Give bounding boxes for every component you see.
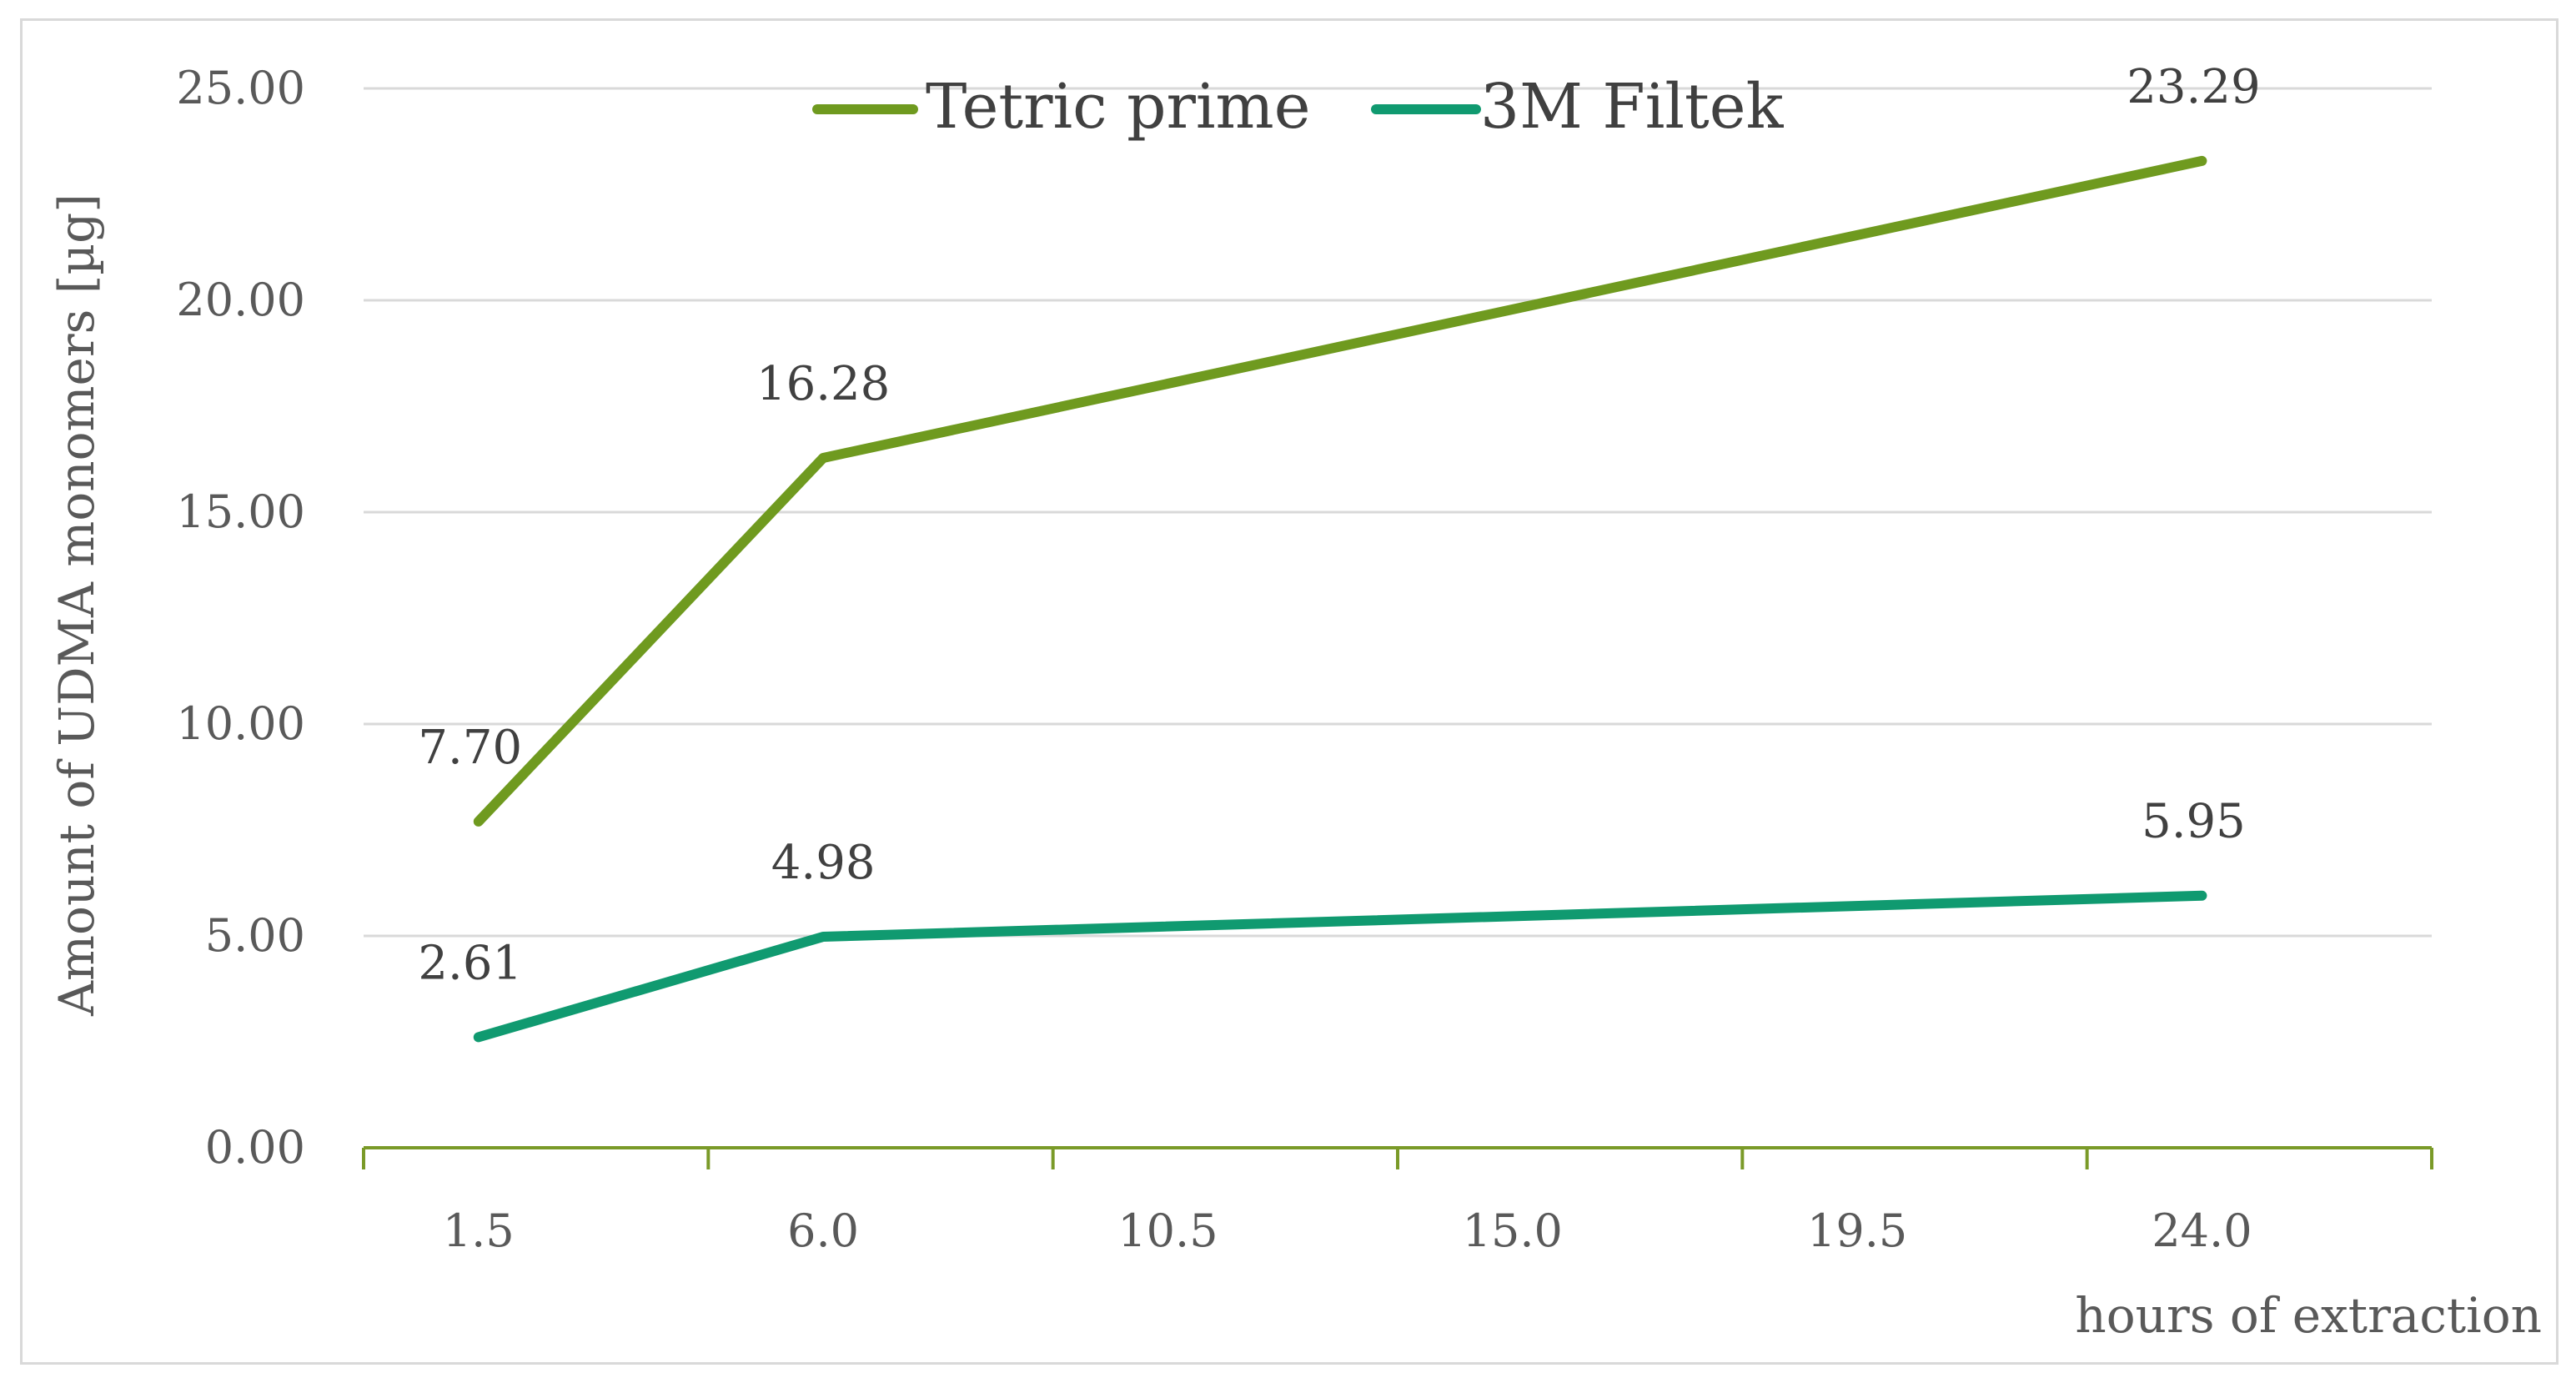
data-point-3m-filtek [821, 935, 826, 939]
data-point-tetric-prime [821, 455, 826, 460]
data-label-3m-filtek: 2.61 [418, 936, 522, 990]
legend-label-tetric-prime: Tetric prime [926, 71, 1311, 143]
legend: Tetric prime 3M Filtek [812, 71, 1785, 143]
data-label-3m-filtek: 4.98 [771, 836, 876, 890]
x-tick-label: 10.5 [1117, 1204, 1218, 1257]
series-layer [473, 155, 2207, 1043]
series-line-tetric-prime [473, 155, 2207, 827]
x-tick-label: 24.0 [2152, 1204, 2252, 1257]
y-tick-label: 20.00 [176, 274, 305, 326]
data-label-tetric-prime: 16.28 [756, 357, 890, 411]
y-tick-label: 25.00 [176, 62, 305, 114]
series-line-3m-filtek [473, 890, 2207, 1043]
x-axis-title: hours of extraction [2075, 1287, 2542, 1344]
data-labels: 7.70 16.28 23.29 2.61 4.98 5.95 [418, 60, 2260, 991]
x-tick-label: 1.5 [443, 1204, 515, 1257]
data-point-tetric-prime [2200, 158, 2204, 163]
chart-frame [20, 18, 2558, 1365]
y-tick-label: 0.00 [205, 1121, 305, 1174]
data-label-tetric-prime: 7.70 [418, 721, 522, 775]
x-tick-label: 19.5 [1807, 1204, 1907, 1257]
legend-label-3m-filtek: 3M Filtek [1480, 71, 1785, 143]
y-tick-label: 5.00 [205, 909, 305, 962]
axes: 0.00 5.00 10.00 15.00 20.00 25.00 1.5 6.0 10.5 15… [176, 62, 2433, 1257]
y-axis-title: Amount of UDMA monomers [µg] [48, 194, 105, 1017]
data-point-3m-filtek [2200, 893, 2204, 898]
data-label-3m-filtek: 5.95 [2142, 795, 2246, 849]
data-label-tetric-prime: 23.29 [2127, 60, 2260, 114]
x-tick-label: 6.0 [787, 1204, 859, 1257]
y-tick-label: 15.00 [176, 485, 305, 538]
gridlines [364, 87, 2432, 938]
y-tick-label: 10.00 [176, 697, 305, 750]
x-tick-label: 15.0 [1463, 1204, 1563, 1257]
data-point-tetric-prime [476, 819, 480, 823]
data-point-3m-filtek [476, 1035, 480, 1039]
